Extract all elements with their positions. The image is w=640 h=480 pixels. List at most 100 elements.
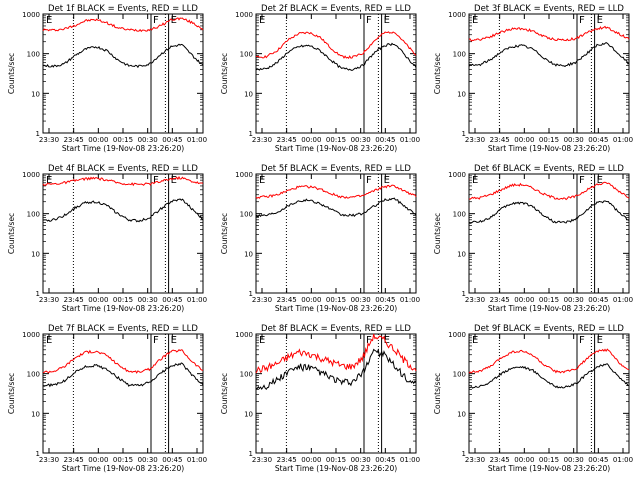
panel-title: Det 4f BLACK = Events, RED = LLD [48, 164, 198, 174]
x-tick-label: 01:00 [400, 456, 420, 464]
x-tick-label: 01:00 [187, 136, 207, 144]
y-tick-label: 1000 [22, 171, 40, 179]
y-tick-label: 1 [249, 290, 253, 298]
plot-frame [255, 333, 417, 454]
marker-label: F [153, 175, 159, 186]
x-tick-label: 23:30 [252, 456, 272, 464]
x-tick-label: 00:45 [588, 136, 608, 144]
y-tick-label: 100 [453, 211, 466, 219]
x-tick-label: 00:45 [375, 456, 395, 464]
x-tick-label: 00:45 [162, 296, 182, 304]
x-tick-label: 00:30 [564, 296, 584, 304]
series-red-line [255, 184, 417, 199]
x-tick-label: 00:45 [375, 296, 395, 304]
y-tick-label: 1 [462, 130, 466, 138]
marker-label: E [46, 15, 52, 26]
panel-7: Det 7f BLACK = Events, RED = LLD 1 10 100 10… [7, 324, 207, 473]
y-tick-label: 10 [457, 250, 466, 258]
x-tick-label: 00:00 [88, 296, 108, 304]
marker-label: F [366, 15, 372, 26]
x-tick-label: 00:30 [351, 456, 371, 464]
y-tick-label: 1000 [22, 331, 40, 339]
x-tick-label: 23:45 [277, 296, 297, 304]
panel-title: Det 2f BLACK = Events, RED = LLD [261, 4, 411, 14]
series-black-line [42, 362, 204, 388]
x-tick-label: 00:30 [351, 296, 371, 304]
x-axis-label: Start Time (19-Nov-08 23:26:20) [275, 144, 397, 153]
x-axis-label: Start Time (19-Nov-08 23:26:20) [275, 464, 397, 473]
panel-8: Det 8f BLACK = Events, RED = LLD 1 10 100 10… [220, 324, 420, 473]
marker-label: F [579, 335, 585, 346]
y-tick-label: 1000 [448, 331, 466, 339]
x-tick-label: 00:15 [326, 136, 346, 144]
series-red-line [468, 348, 630, 374]
marker-label: E [597, 15, 603, 26]
series-red-line [42, 175, 204, 187]
panel-title: Det 1f BLACK = Events, RED = LLD [48, 4, 198, 14]
x-tick-label: 23:30 [465, 456, 485, 464]
x-tick-label: 00:00 [301, 296, 321, 304]
y-tick-label: 1 [249, 130, 253, 138]
x-tick-label: 00:15 [113, 456, 133, 464]
panel-3: Det 3f BLACK = Events, RED = LLD 1 10 100 10… [433, 4, 633, 153]
x-tick-label: 23:30 [252, 136, 272, 144]
y-tick-label: 1000 [235, 331, 253, 339]
x-axis-label: Start Time (19-Nov-08 23:26:20) [62, 304, 184, 313]
x-tick-label: 00:00 [514, 136, 534, 144]
series-black-line [42, 43, 204, 69]
marker-label: E [384, 335, 390, 346]
series-red-line [42, 17, 204, 33]
plot-frame [468, 13, 630, 134]
y-tick-label: 1 [249, 450, 253, 458]
x-tick-label: 00:00 [301, 136, 321, 144]
x-tick-label: 23:45 [64, 296, 84, 304]
marker-label: E [46, 175, 52, 186]
panel-9: Det 9f BLACK = Events, RED = LLD 1 10 100 10… [433, 324, 633, 473]
y-tick-label: 1 [36, 130, 40, 138]
plot-frame [42, 13, 204, 134]
x-tick-label: 00:45 [588, 456, 608, 464]
x-tick-label: 00:15 [113, 296, 133, 304]
series-red-line [468, 181, 630, 201]
y-tick-label: 10 [457, 410, 466, 418]
x-axis-label: Start Time (19-Nov-08 23:26:20) [488, 304, 610, 313]
x-tick-label: 01:00 [187, 296, 207, 304]
x-tick-label: 01:00 [613, 136, 633, 144]
series-black-line [255, 42, 417, 72]
x-tick-label: 00:30 [564, 136, 584, 144]
panel-6: Det 6f BLACK = Events, RED = LLD 1 10 100 10… [433, 164, 633, 313]
series-red-line [255, 333, 417, 374]
panel-title: Det 6f BLACK = Events, RED = LLD [474, 164, 624, 174]
x-tick-label: 23:45 [277, 136, 297, 144]
marker-label: E [46, 335, 52, 346]
series-black-line [468, 200, 630, 224]
y-tick-label: 100 [453, 51, 466, 59]
marker-label: E [384, 15, 390, 26]
marker-label: F [153, 15, 159, 26]
marker-label: E [259, 175, 265, 186]
x-axis-label: Start Time (19-Nov-08 23:26:20) [275, 304, 397, 313]
panel-4: Det 4f BLACK = Events, RED = LLD 1 10 100 10… [7, 164, 207, 313]
plot-frame [42, 333, 204, 454]
y-tick-label: 1 [462, 290, 466, 298]
x-tick-label: 00:30 [138, 136, 158, 144]
x-tick-label: 00:00 [514, 296, 534, 304]
y-tick-label: 100 [27, 371, 40, 379]
x-tick-label: 00:00 [88, 456, 108, 464]
x-tick-label: 23:45 [490, 456, 510, 464]
x-tick-label: 23:30 [39, 456, 59, 464]
marker-label: E [171, 175, 177, 186]
x-tick-label: 01:00 [613, 296, 633, 304]
panel-1: Det 1f BLACK = Events, RED = LLD 1 10 100 10… [7, 4, 207, 153]
marker-label: E [171, 335, 177, 346]
y-axis-label: Counts/sec [433, 213, 442, 254]
marker-label: F [366, 335, 372, 346]
x-tick-label: 00:00 [514, 456, 534, 464]
x-tick-label: 23:30 [252, 296, 272, 304]
y-tick-label: 1000 [235, 11, 253, 19]
x-tick-label: 00:15 [113, 136, 133, 144]
plot-frame [42, 173, 204, 294]
y-tick-label: 1 [462, 450, 466, 458]
x-tick-label: 01:00 [400, 136, 420, 144]
